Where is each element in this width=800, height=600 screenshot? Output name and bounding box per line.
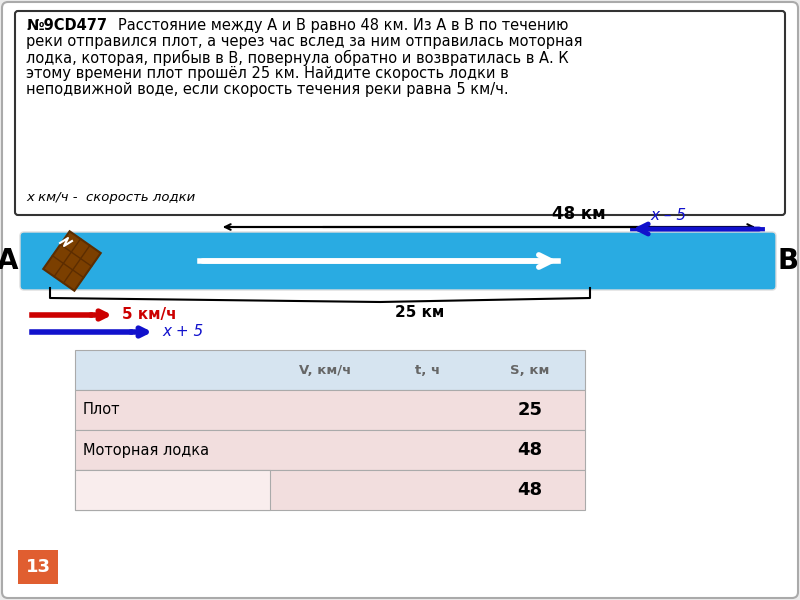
Bar [75, 470, 585, 510]
Text: x – 5: x – 5 [650, 208, 686, 223]
Polygon shape [43, 231, 101, 291]
Text: 48: 48 [518, 441, 542, 459]
Bar [18, 550, 58, 584]
Text: S, км: S, км [510, 364, 550, 377]
Bar [75, 350, 585, 390]
Bar [75, 430, 585, 470]
Text: V, км/ч: V, км/ч [299, 364, 351, 377]
Text: 5 км/ч: 5 км/ч [122, 307, 177, 323]
Text: 13: 13 [26, 558, 50, 576]
Text: лодка, которая, прибыв в В, повернула обратно и возвратилась в А. К: лодка, которая, прибыв в В, повернула об… [26, 50, 569, 66]
FancyBboxPatch shape [15, 11, 785, 215]
Text: 25: 25 [518, 401, 542, 419]
Text: неподвижной воде, если скорость течения реки равна 5 км/ч.: неподвижной воде, если скорость течения … [26, 82, 509, 97]
Text: x + 5: x + 5 [162, 325, 203, 340]
Text: 25 км: 25 км [395, 305, 445, 320]
FancyBboxPatch shape [20, 232, 776, 290]
Text: этому времени плот прошёл 25 км. Найдите скорость лодки в: этому времени плот прошёл 25 км. Найдите… [26, 66, 509, 81]
Bar [75, 390, 585, 430]
Text: Плот: Плот [83, 403, 121, 418]
Text: A: A [0, 247, 18, 275]
Text: реки отправился плот, а через час вслед за ним отправилась моторная: реки отправился плот, а через час вслед … [26, 34, 582, 49]
Text: №9CD477: №9CD477 [26, 18, 107, 33]
Text: B: B [778, 247, 799, 275]
Text: x км/ч -  скорость лодки: x км/ч - скорость лодки [26, 191, 195, 204]
Bar [75, 470, 270, 510]
Text: Моторная лодка: Моторная лодка [83, 443, 209, 457]
Text: 48: 48 [518, 481, 542, 499]
Text: t, ч: t, ч [415, 364, 440, 377]
Text: Расстояние между А и В равно 48 км. Из А в В по течению: Расстояние между А и В равно 48 км. Из А… [118, 18, 568, 33]
Text: 48 км: 48 км [552, 205, 606, 223]
